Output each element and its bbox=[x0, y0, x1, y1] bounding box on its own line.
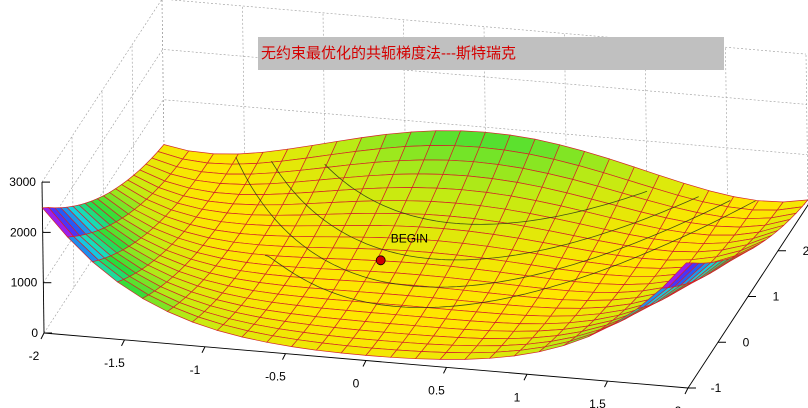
x-tick-mark bbox=[362, 360, 367, 367]
x-tick-label: -1.5 bbox=[104, 356, 125, 370]
title-background bbox=[258, 37, 724, 70]
surface-patch bbox=[661, 262, 694, 289]
x-tick-label: 0 bbox=[353, 377, 360, 391]
x-axis-ticks: -2 -1.5 -1 -0.5 0 0.5 1 1.5 2 bbox=[29, 332, 689, 408]
x-tick-label: -2 bbox=[29, 349, 40, 363]
x-tick-label: 0.5 bbox=[428, 383, 445, 397]
x-tick-mark bbox=[684, 387, 689, 395]
grid-line bbox=[41, 0, 807, 183]
z-axis-ticks: 0 1000 2000 3000 bbox=[9, 175, 52, 340]
x-tick-label: 1 bbox=[514, 390, 521, 404]
x-tick-mark bbox=[121, 339, 125, 347]
z-tick-label: 2000 bbox=[10, 225, 37, 239]
contour-lines bbox=[235, 156, 756, 308]
plot-title: 无约束最优化的共轭梯度法---斯特瑞克 bbox=[261, 45, 516, 62]
grid-line bbox=[242, 5, 245, 157]
y-tick-label: 1 bbox=[773, 290, 780, 304]
surface-mesh bbox=[41, 130, 808, 360]
contour-line bbox=[235, 156, 731, 288]
z-tick-label: 0 bbox=[31, 326, 38, 340]
y-tick-label: 2 bbox=[803, 244, 808, 258]
x-tick-mark bbox=[201, 346, 206, 353]
y-axis-ticks: -1 0 1 2 bbox=[688, 244, 808, 395]
grid-line bbox=[131, 44, 135, 196]
x-tick-mark bbox=[40, 332, 45, 340]
x-tick-label: 1.5 bbox=[589, 397, 606, 408]
grid-line bbox=[42, 49, 807, 233]
z-tick-label: 1000 bbox=[11, 276, 38, 290]
grid-line bbox=[71, 136, 75, 288]
grid-line bbox=[725, 47, 728, 199]
contour-line bbox=[264, 200, 756, 308]
x-tick-mark bbox=[443, 367, 447, 374]
z-axis-line bbox=[41, 181, 45, 334]
x-tick-label: 2 bbox=[675, 404, 682, 408]
x-tick-mark bbox=[604, 380, 608, 388]
start-point-label: BEGIN bbox=[391, 231, 428, 245]
x-tick-label: -1 bbox=[190, 363, 201, 377]
start-point-marker bbox=[375, 255, 386, 266]
grid-line bbox=[161, 0, 165, 151]
x-tick-mark bbox=[282, 353, 286, 360]
contour-line bbox=[271, 160, 699, 261]
z-tick-label: 3000 bbox=[9, 175, 36, 189]
x-tick-mark bbox=[523, 374, 528, 381]
x-tick-label: -0.5 bbox=[265, 370, 286, 384]
y-tick-label: 0 bbox=[743, 335, 750, 349]
y-tick-label: -1 bbox=[711, 381, 722, 395]
contour-line bbox=[324, 163, 648, 225]
